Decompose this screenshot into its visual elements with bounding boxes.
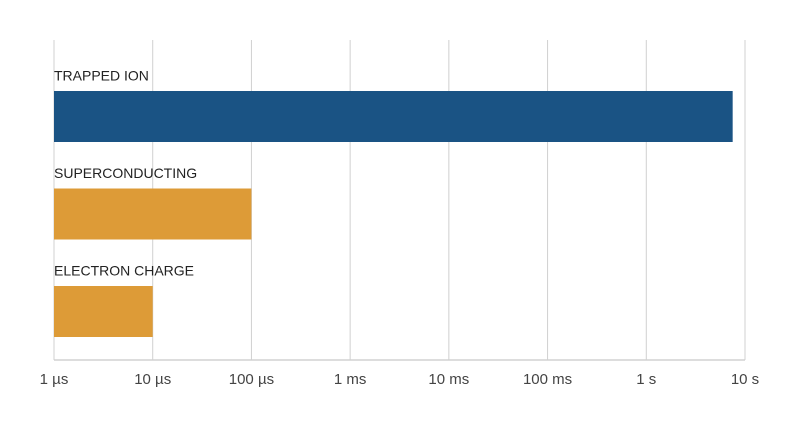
category-label: ELECTRON CHARGE [54,263,194,279]
x-tick-label: 1 µs [40,371,69,388]
x-tick-label: 1 s [636,371,656,388]
x-tick-label: 10 s [731,371,759,388]
x-tick-label: 10 ms [428,371,469,388]
category-label: SUPERCONDUCTING [54,165,197,181]
x-tick-label: 1 ms [334,371,367,388]
bar [54,91,733,142]
x-tick-label: 10 µs [134,371,171,388]
x-tick-label: 100 µs [229,371,274,388]
bar [54,188,252,240]
bar [54,286,153,337]
x-tick-label: 100 ms [523,371,572,388]
category-label: TRAPPED ION [54,68,149,84]
